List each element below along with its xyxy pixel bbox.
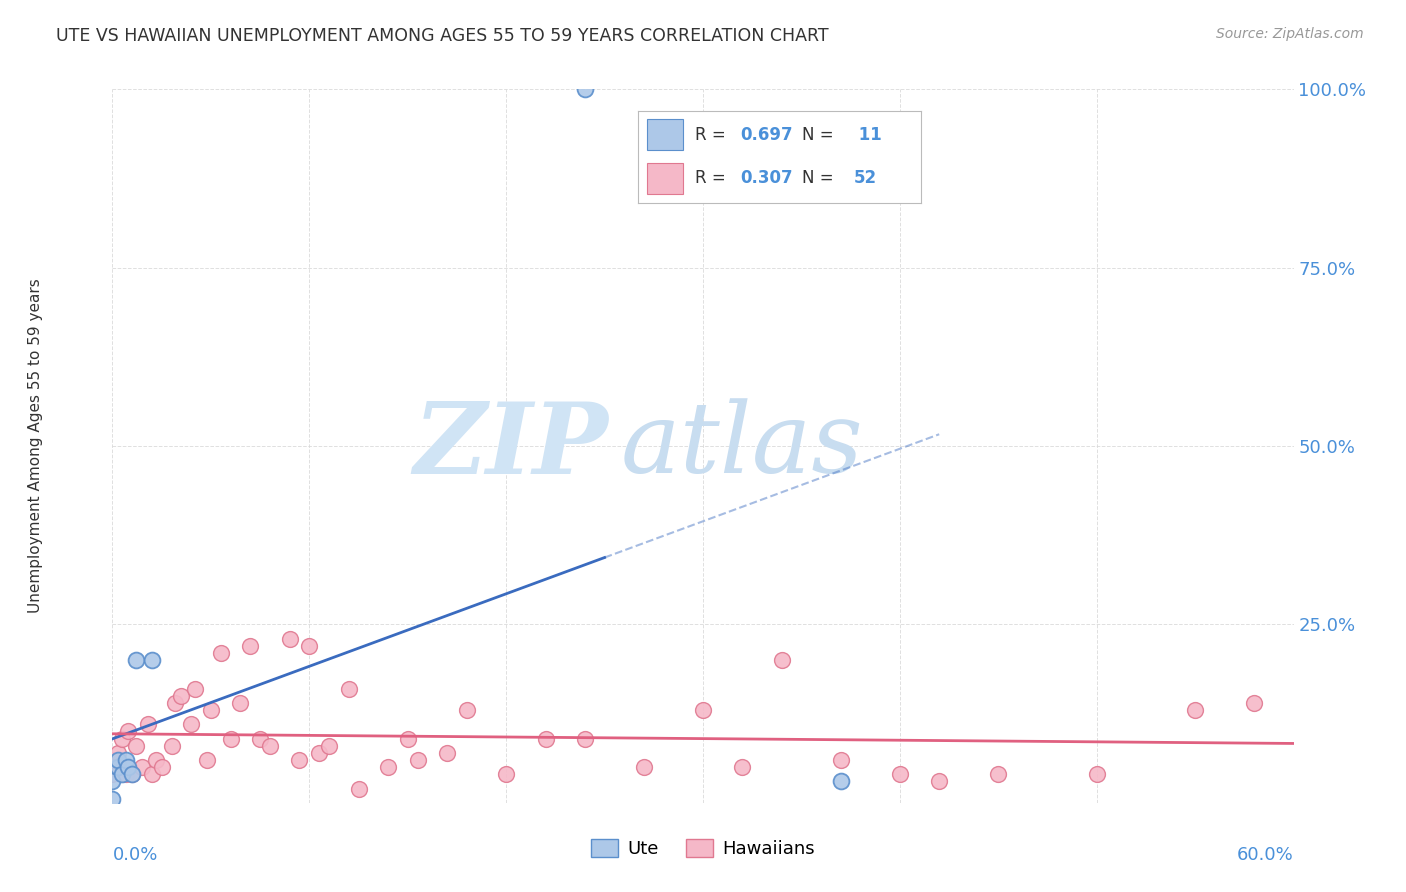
Point — [1243, 696, 1265, 710]
Point — [180, 717, 202, 731]
Point — [436, 746, 458, 760]
Text: R =: R = — [695, 169, 731, 187]
Point — [889, 767, 911, 781]
Point — [830, 753, 852, 767]
Text: R =: R = — [695, 126, 731, 144]
Point — [111, 767, 134, 781]
Point — [1184, 703, 1206, 717]
Point — [195, 753, 218, 767]
Point — [259, 739, 281, 753]
Text: ZIP: ZIP — [413, 398, 609, 494]
Point — [928, 774, 950, 789]
Point — [770, 653, 793, 667]
Point — [170, 689, 193, 703]
Point — [534, 731, 557, 746]
Point — [692, 703, 714, 717]
Bar — [647, 119, 683, 151]
Text: N =: N = — [803, 169, 839, 187]
Point — [107, 753, 129, 767]
Point — [308, 746, 330, 760]
Point — [107, 746, 129, 760]
Point — [125, 739, 148, 753]
Point — [249, 731, 271, 746]
Bar — [647, 162, 683, 194]
Text: 52: 52 — [853, 169, 876, 187]
Point — [121, 767, 143, 781]
Point — [288, 753, 311, 767]
Point — [574, 731, 596, 746]
Point — [239, 639, 262, 653]
Point — [1085, 767, 1108, 781]
Point — [456, 703, 478, 717]
Point — [101, 792, 124, 806]
Text: atlas: atlas — [620, 399, 863, 493]
Point — [495, 767, 517, 781]
Point — [145, 753, 167, 767]
Text: 60.0%: 60.0% — [1237, 846, 1294, 863]
Point — [150, 760, 173, 774]
Text: 0.697: 0.697 — [740, 126, 793, 144]
Point — [141, 767, 163, 781]
Point — [219, 731, 242, 746]
Point — [101, 774, 124, 789]
Point — [165, 696, 187, 710]
Point — [278, 632, 301, 646]
Point — [101, 767, 124, 781]
Point — [184, 681, 207, 696]
Legend: Ute, Hawaiians: Ute, Hawaiians — [583, 831, 823, 865]
Point — [131, 760, 153, 774]
Point — [121, 767, 143, 781]
Text: Source: ZipAtlas.com: Source: ZipAtlas.com — [1216, 27, 1364, 41]
Point — [125, 653, 148, 667]
Point — [117, 760, 139, 774]
Point — [298, 639, 321, 653]
Text: UTE VS HAWAIIAN UNEMPLOYMENT AMONG AGES 55 TO 59 YEARS CORRELATION CHART: UTE VS HAWAIIAN UNEMPLOYMENT AMONG AGES … — [56, 27, 830, 45]
Point — [117, 724, 139, 739]
Text: 0.0%: 0.0% — [112, 846, 157, 863]
Point — [136, 717, 159, 731]
Point — [318, 739, 340, 753]
Point — [337, 681, 360, 696]
Point — [115, 753, 138, 767]
Point — [633, 760, 655, 774]
Point — [830, 774, 852, 789]
Point — [574, 82, 596, 96]
Point — [347, 781, 370, 796]
Point — [229, 696, 252, 710]
Point — [115, 767, 138, 781]
Point — [101, 753, 124, 767]
Point — [731, 760, 754, 774]
Point — [160, 739, 183, 753]
Text: 0.307: 0.307 — [740, 169, 793, 187]
Point — [377, 760, 399, 774]
Point — [406, 753, 429, 767]
Text: 11: 11 — [853, 126, 882, 144]
Text: Unemployment Among Ages 55 to 59 years: Unemployment Among Ages 55 to 59 years — [28, 278, 44, 614]
Point — [141, 653, 163, 667]
Text: N =: N = — [803, 126, 839, 144]
Point — [200, 703, 222, 717]
Point — [107, 760, 129, 774]
Point — [209, 646, 232, 660]
Point — [111, 731, 134, 746]
Point — [987, 767, 1010, 781]
Point — [396, 731, 419, 746]
